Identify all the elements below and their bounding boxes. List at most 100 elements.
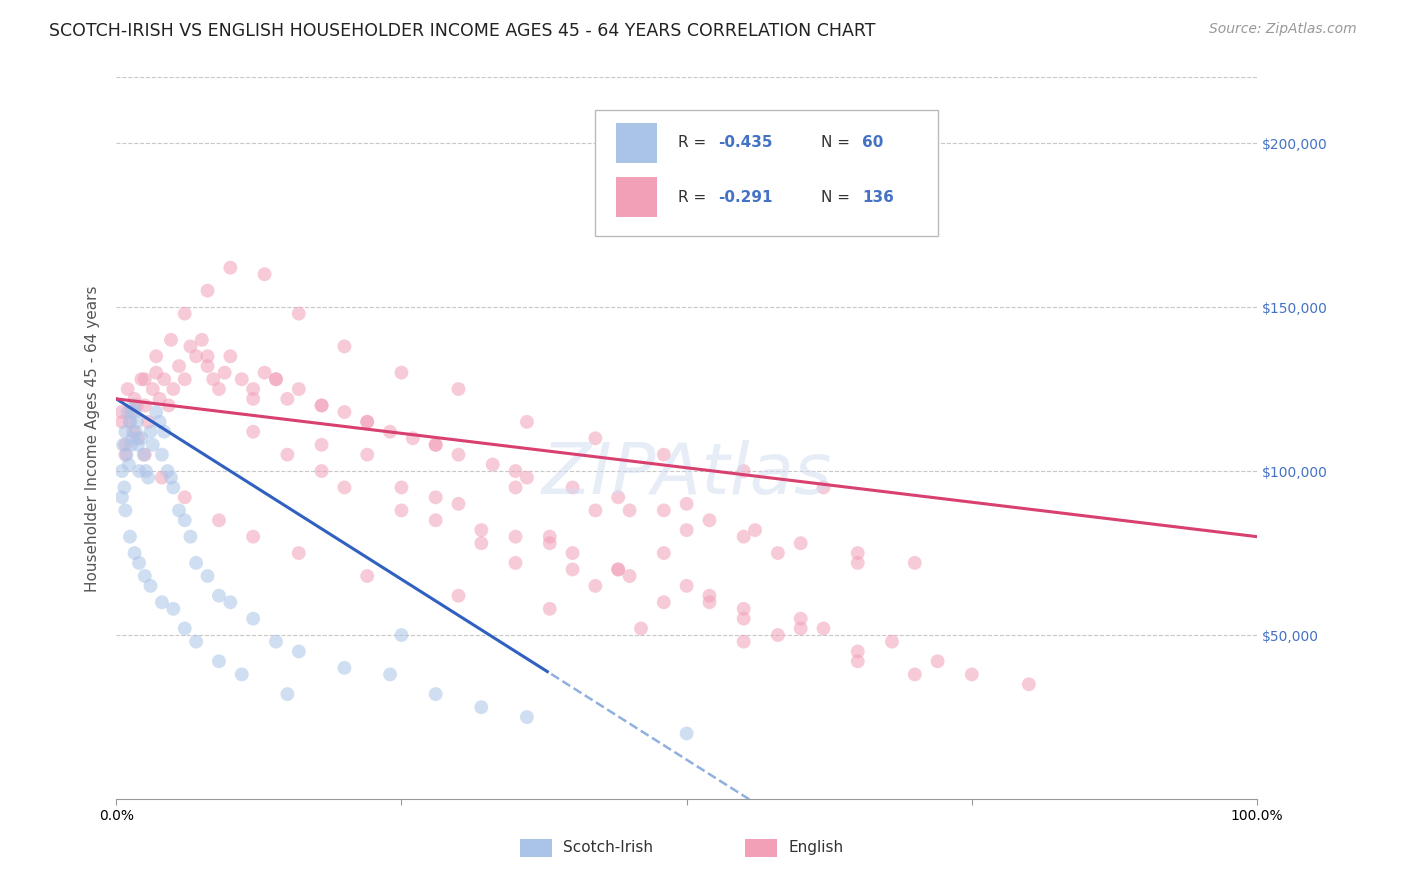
Point	[356, 569, 378, 583]
Point	[150, 595, 173, 609]
Text: N =: N =	[821, 136, 855, 150]
Point	[115, 448, 138, 462]
Point	[134, 399, 156, 413]
Point	[111, 415, 134, 429]
Point	[630, 622, 652, 636]
Point	[699, 589, 721, 603]
Point	[131, 372, 153, 386]
Point	[125, 399, 148, 413]
Point	[173, 372, 195, 386]
Point	[846, 644, 869, 658]
Point	[516, 470, 538, 484]
Point	[288, 546, 311, 560]
Point	[505, 556, 527, 570]
Point	[114, 448, 136, 462]
Point	[356, 448, 378, 462]
Point	[744, 523, 766, 537]
Point	[333, 480, 356, 494]
Point	[153, 425, 176, 439]
Point	[447, 382, 470, 396]
Point	[607, 562, 630, 576]
Point	[766, 628, 789, 642]
Point	[160, 333, 183, 347]
Point	[150, 470, 173, 484]
Point	[733, 530, 755, 544]
Text: -0.291: -0.291	[718, 189, 773, 204]
Point	[516, 710, 538, 724]
Point	[118, 458, 141, 472]
Point	[311, 399, 333, 413]
Point	[311, 399, 333, 413]
Point	[652, 448, 675, 462]
Point	[150, 448, 173, 462]
Point	[333, 405, 356, 419]
Point	[118, 530, 141, 544]
Point	[425, 438, 447, 452]
Point	[675, 523, 697, 537]
Point	[583, 579, 606, 593]
Point	[145, 349, 167, 363]
Point	[402, 431, 425, 445]
Point	[124, 546, 146, 560]
Point	[561, 562, 583, 576]
Point	[231, 372, 253, 386]
Point	[197, 284, 219, 298]
Point	[131, 431, 153, 445]
Point	[118, 415, 141, 429]
Point	[124, 405, 146, 419]
Point	[470, 700, 492, 714]
Point	[505, 480, 527, 494]
Point	[813, 622, 835, 636]
Point	[675, 579, 697, 593]
Point	[607, 491, 630, 505]
Point	[167, 359, 190, 373]
Point	[516, 415, 538, 429]
Point	[122, 399, 145, 413]
Point	[391, 480, 413, 494]
Point	[789, 612, 811, 626]
Point	[145, 366, 167, 380]
Point	[219, 349, 242, 363]
Point	[156, 464, 179, 478]
Point	[173, 513, 195, 527]
Point	[184, 556, 207, 570]
Point	[114, 438, 136, 452]
Point	[134, 569, 156, 583]
Point	[425, 513, 447, 527]
Point	[699, 595, 721, 609]
Point	[675, 726, 697, 740]
Point	[904, 667, 927, 681]
Point	[378, 667, 401, 681]
Y-axis label: Householder Income Ages 45 - 64 years: Householder Income Ages 45 - 64 years	[86, 285, 100, 591]
Point	[111, 405, 134, 419]
Point	[447, 448, 470, 462]
Point	[652, 595, 675, 609]
Point	[208, 513, 231, 527]
Point	[173, 622, 195, 636]
Point	[561, 546, 583, 560]
Point	[470, 523, 492, 537]
Point	[538, 536, 561, 550]
Point	[112, 438, 135, 452]
Text: English: English	[789, 840, 844, 855]
Point	[813, 480, 835, 494]
Point	[149, 392, 172, 406]
Point	[789, 622, 811, 636]
Point	[162, 602, 184, 616]
Point	[197, 359, 219, 373]
Point	[202, 372, 225, 386]
Point	[197, 349, 219, 363]
Point	[470, 536, 492, 550]
Point	[124, 392, 146, 406]
Point	[127, 431, 149, 445]
Point	[242, 612, 264, 626]
Point	[149, 415, 172, 429]
Point	[132, 448, 155, 462]
Point	[112, 480, 135, 494]
Point	[173, 307, 195, 321]
Point	[231, 667, 253, 681]
Point	[766, 546, 789, 560]
Point	[583, 503, 606, 517]
Point	[134, 372, 156, 386]
Point	[1018, 677, 1040, 691]
